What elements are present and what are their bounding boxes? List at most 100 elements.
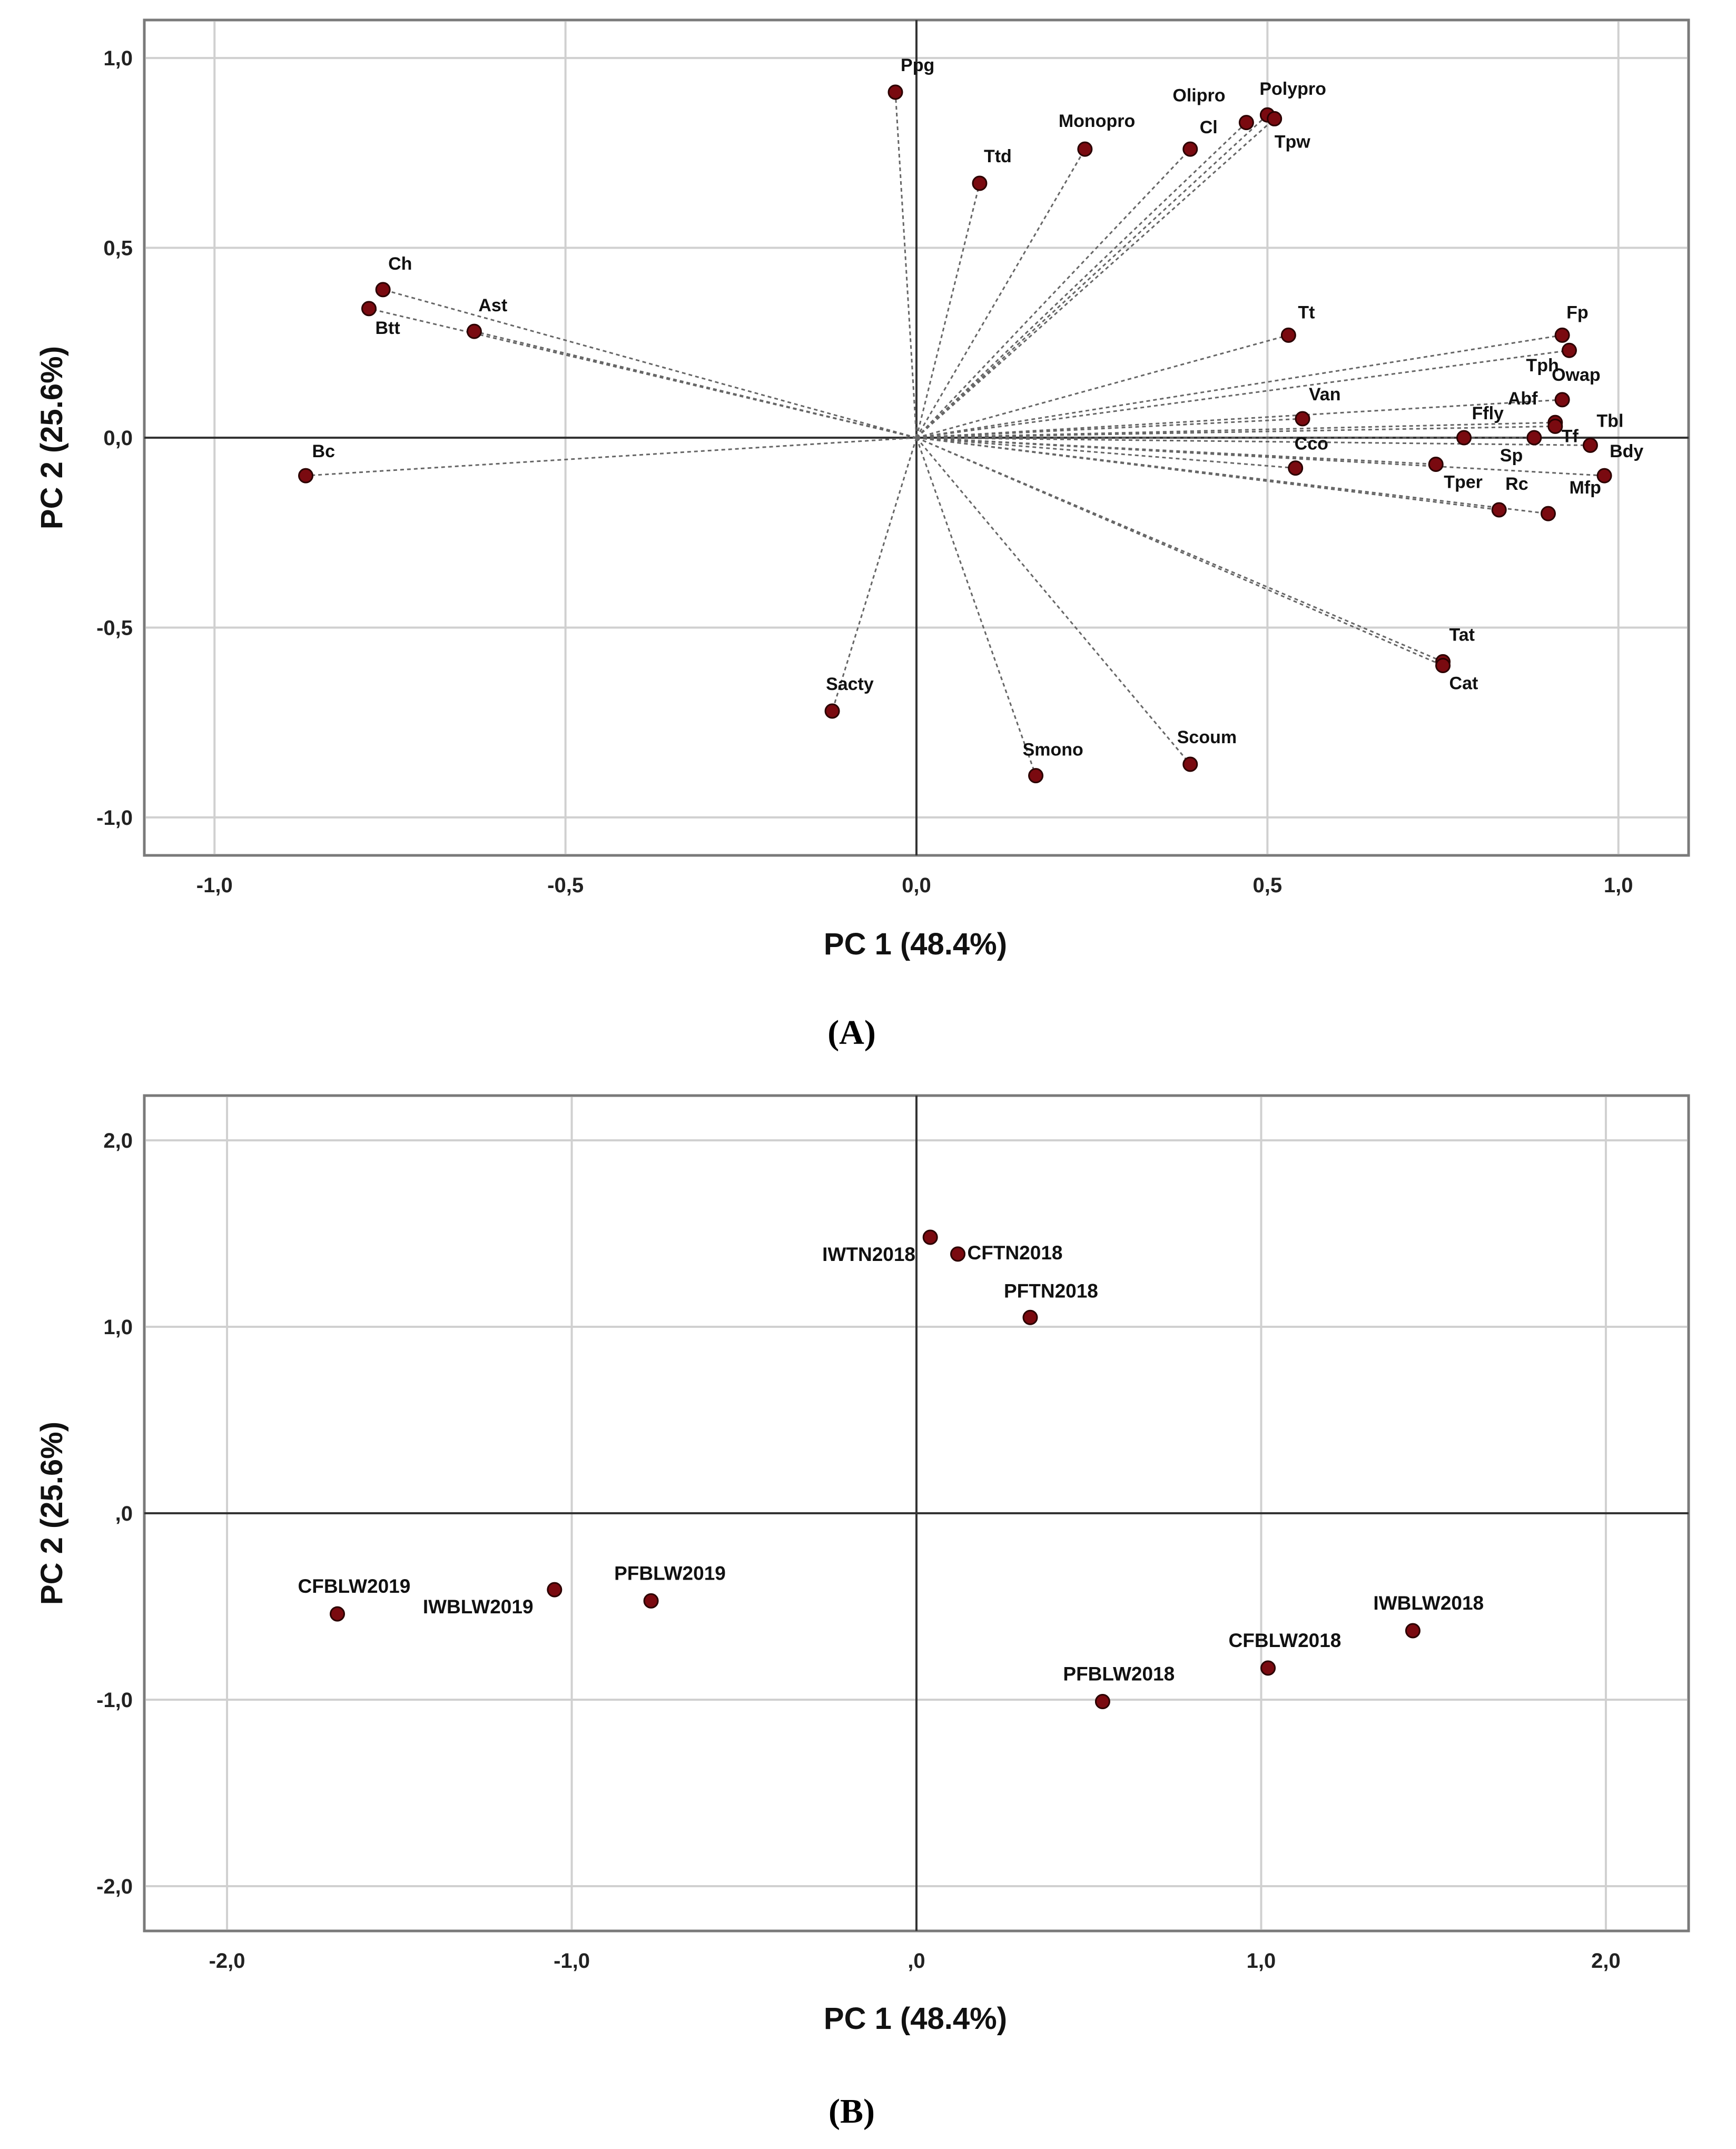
panel-b-score-plot: IWTN2018 CFTN2018 PFTN2018 CFBLW2019 IWBLW20…: [35, 1094, 1690, 2131]
panel-a-point-tbl: [1582, 437, 1598, 453]
panel-a-point-olipro: [1238, 115, 1254, 131]
panel-b-x-tick-label: -2,0: [209, 1949, 245, 1973]
panel-a-label-sp: Sp: [1500, 446, 1523, 466]
panel-a-y-tick-label: 1,0: [103, 47, 133, 70]
panel-a-label-bc: Bc: [312, 441, 335, 461]
panel-a-point-ppg: [887, 84, 903, 100]
panel-a-label-tt: Tt: [1298, 302, 1315, 322]
panel-a-y-tick-label: -0,5: [96, 616, 133, 639]
panel-a-label-rc: Rc: [1505, 474, 1528, 494]
panel-b-points: [330, 1229, 1421, 1710]
panel-b-point-cfblw2018: [1260, 1660, 1276, 1676]
panel-a-label-tph: Tph: [1526, 356, 1559, 376]
panel-a-vector-smono: [915, 437, 1037, 776]
panel-a-y-tick-label: -1,0: [96, 806, 133, 830]
panel-b-x-tick-labels: -2,0 -1,0 ,0 1,0 2,0: [209, 1949, 1621, 1973]
panel-a-label-tbl: Tbl: [1596, 411, 1623, 431]
panel-a-x-tick-label: 0,0: [902, 874, 931, 897]
panel-a-point-tt: [1280, 327, 1296, 343]
panel-a-point-cco: [1288, 460, 1304, 476]
panel-a-y-tick-label: 0,0: [103, 427, 133, 450]
panel-a-caption: (A): [827, 1013, 876, 1052]
panel-a-label-bdy: Bdy: [1610, 441, 1643, 461]
panel-a-label-scoum: Scoum: [1177, 727, 1237, 747]
panel-a-loading-plot: Ppg Monopro Olipro Polypro Tpw Cl Ttd Ch Btt Ast B…: [35, 18, 1690, 1052]
panel-b-point-iwblw2019: [547, 1582, 563, 1598]
panel-a-x-tick-label: 0,5: [1253, 874, 1283, 897]
panel-a-label-btt: Btt: [375, 318, 400, 338]
panel-b-origin-lines: [144, 1096, 1689, 1931]
panel-a-label-owap: Owap: [1552, 365, 1601, 385]
panel-b-y-tick-label: -1,0: [96, 1689, 133, 1712]
panel-a-y-tick-labels: 1,0 0,5 0,0 -0,5 -1,0: [96, 47, 133, 830]
panel-a-label-ppg: Ppg: [901, 55, 934, 75]
panel-a-vector-ppg: [894, 92, 918, 438]
panel-b-y-axis-title: PC 2 (25.6%): [35, 1422, 69, 1605]
panel-b-label-iwtn2018: IWTN2018: [822, 1244, 915, 1265]
panel-a-label-cl: Cl: [1200, 117, 1218, 137]
panel-a-label-olipro: Olipro: [1172, 86, 1225, 106]
panel-a-label-smono: Smono: [1023, 740, 1083, 760]
panel-a-point-tf: [1547, 418, 1563, 434]
panel-b-y-tick-labels: 2,0 1,0 ,0 -1,0 -2,0: [96, 1129, 133, 1898]
panel-a-point-ttd: [972, 175, 988, 191]
panel-b-x-tick-label: -1,0: [554, 1949, 590, 1973]
panel-a-point-fp: [1554, 327, 1570, 343]
panel-a-vector-bc: [305, 437, 917, 477]
panel-a-vector-ch: [382, 289, 917, 439]
panel-a-label-ast: Ast: [478, 295, 507, 316]
panel-a-vector-van: [916, 418, 1303, 439]
panel-a-label-cco: Cco: [1295, 434, 1328, 454]
panel-b-label-cftn2018: CFTN2018: [968, 1242, 1063, 1264]
panel-a-points: [298, 84, 1612, 784]
panel-a-vector-tph: [916, 349, 1570, 439]
panel-a-label-ttd: Ttd: [984, 146, 1012, 166]
panel-a-vector-ttd: [915, 183, 981, 438]
panel-a-point-sp: [1526, 430, 1542, 446]
panel-a-label-cat: Cat: [1449, 674, 1478, 694]
panel-a-y-axis-title: PC 2 (25.6%): [35, 346, 69, 529]
panel-b-caption: (B): [828, 2092, 875, 2131]
panel-b-point-pfblw2018: [1094, 1694, 1110, 1710]
panel-a-point-bdy: [1596, 468, 1612, 484]
panel-a-label-sacty: Sacty: [826, 674, 874, 694]
panel-a-x-tick-labels: -1,0 -0,5 0,0 0,5 1,0: [196, 874, 1633, 897]
panel-a-label-polypro: Polypro: [1259, 79, 1326, 99]
panel-a-point-ffly: [1456, 430, 1472, 446]
panel-b-point-pftn2018: [1022, 1309, 1038, 1325]
panel-a-point-sacty: [824, 703, 840, 719]
panel-a-point-scoum: [1182, 756, 1198, 772]
panel-b-label-pfblw2019: PFBLW2019: [614, 1562, 726, 1584]
panel-a-x-tick-label: -1,0: [196, 874, 233, 897]
panel-a-point-tpw: [1267, 111, 1283, 126]
panel-a-loading-vectors: [305, 92, 1605, 776]
panel-a-label-tat: Tat: [1449, 625, 1475, 645]
panel-a-vector-tbl: [916, 437, 1591, 446]
panel-a-label-abf: Abf: [1508, 389, 1538, 409]
panel-b-label-iwblw2019: IWBLW2019: [423, 1596, 534, 1618]
panel-a-x-tick-label: -0,5: [547, 874, 584, 897]
panel-a-label-tf: Tf: [1562, 426, 1579, 446]
panel-a-point-monopro: [1077, 141, 1093, 157]
panel-a-vector-bdy: [916, 437, 1605, 477]
panel-b-point-iwtn2018: [922, 1229, 938, 1245]
panel-a-vector-mfp: [916, 437, 1548, 515]
panel-a-point-bc: [298, 468, 314, 484]
panel-b-x-tick-label: ,0: [908, 1949, 925, 1973]
panel-a-vector-ast: [474, 330, 917, 439]
panel-a-point-smono: [1028, 768, 1044, 784]
panel-b-point-labels: IWTN2018 CFTN2018 PFTN2018 CFBLW2019 IWBLW20…: [298, 1242, 1484, 1685]
panel-a-point-owap: [1554, 392, 1570, 408]
panel-a-vector-olipro: [915, 122, 1247, 439]
panel-a-y-tick-label: 0,5: [103, 237, 133, 260]
panel-a-label-mfp: Mfp: [1569, 478, 1601, 498]
panel-b-point-cfblw2019: [330, 1606, 345, 1622]
panel-a-x-axis-title: PC 1 (48.4%): [824, 927, 1007, 961]
panel-a-point-ch: [375, 282, 391, 298]
panel-a-point-btt: [361, 301, 377, 317]
panel-b-point-iwblw2018: [1405, 1623, 1421, 1639]
panel-a-vector-tpw: [916, 118, 1275, 439]
panel-a-label-tpw: Tpw: [1275, 132, 1311, 152]
panel-a-vector-monopro: [915, 149, 1086, 438]
